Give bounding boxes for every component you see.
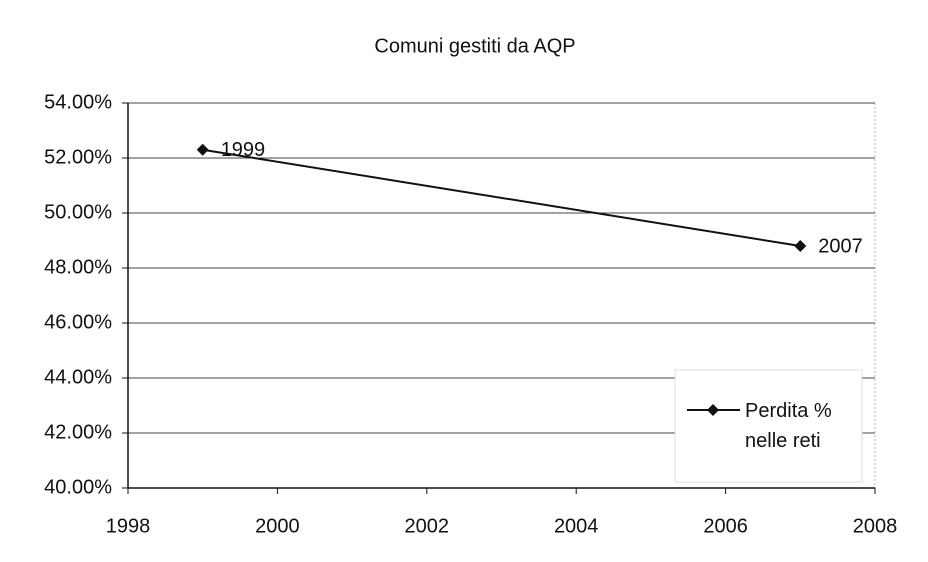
legend-box xyxy=(674,369,863,483)
y-tick-label: 54.00% xyxy=(44,91,112,113)
x-tick-label: 2004 xyxy=(554,515,599,537)
chart-title: Comuni gestiti da AQP xyxy=(374,35,575,57)
legend-label: Perdita % nelle reti xyxy=(745,400,832,452)
y-tick-label: 42.00% xyxy=(44,421,112,443)
x-tick-label: 2002 xyxy=(405,515,450,537)
point-label: 2007 xyxy=(818,235,863,257)
data-point xyxy=(196,143,209,156)
legend-marker xyxy=(707,404,719,416)
x-tick-label: 2000 xyxy=(255,515,300,537)
data-point xyxy=(794,240,807,252)
x-tick-label: 1998 xyxy=(106,515,151,537)
x-tick-label: 2008 xyxy=(853,515,898,537)
y-tick-label: 44.00% xyxy=(44,366,112,388)
point-label: 1999 xyxy=(221,139,266,161)
y-tick-label: 48.00% xyxy=(44,256,112,278)
y-tick-label: 52.00% xyxy=(44,146,112,168)
line-series xyxy=(202,148,801,247)
y-tick-label: 50.00% xyxy=(44,201,112,223)
x-tick-label: 2006 xyxy=(703,515,748,537)
y-tick-label: 40.00% xyxy=(44,476,112,498)
y-tick-label: 46.00% xyxy=(44,311,112,333)
